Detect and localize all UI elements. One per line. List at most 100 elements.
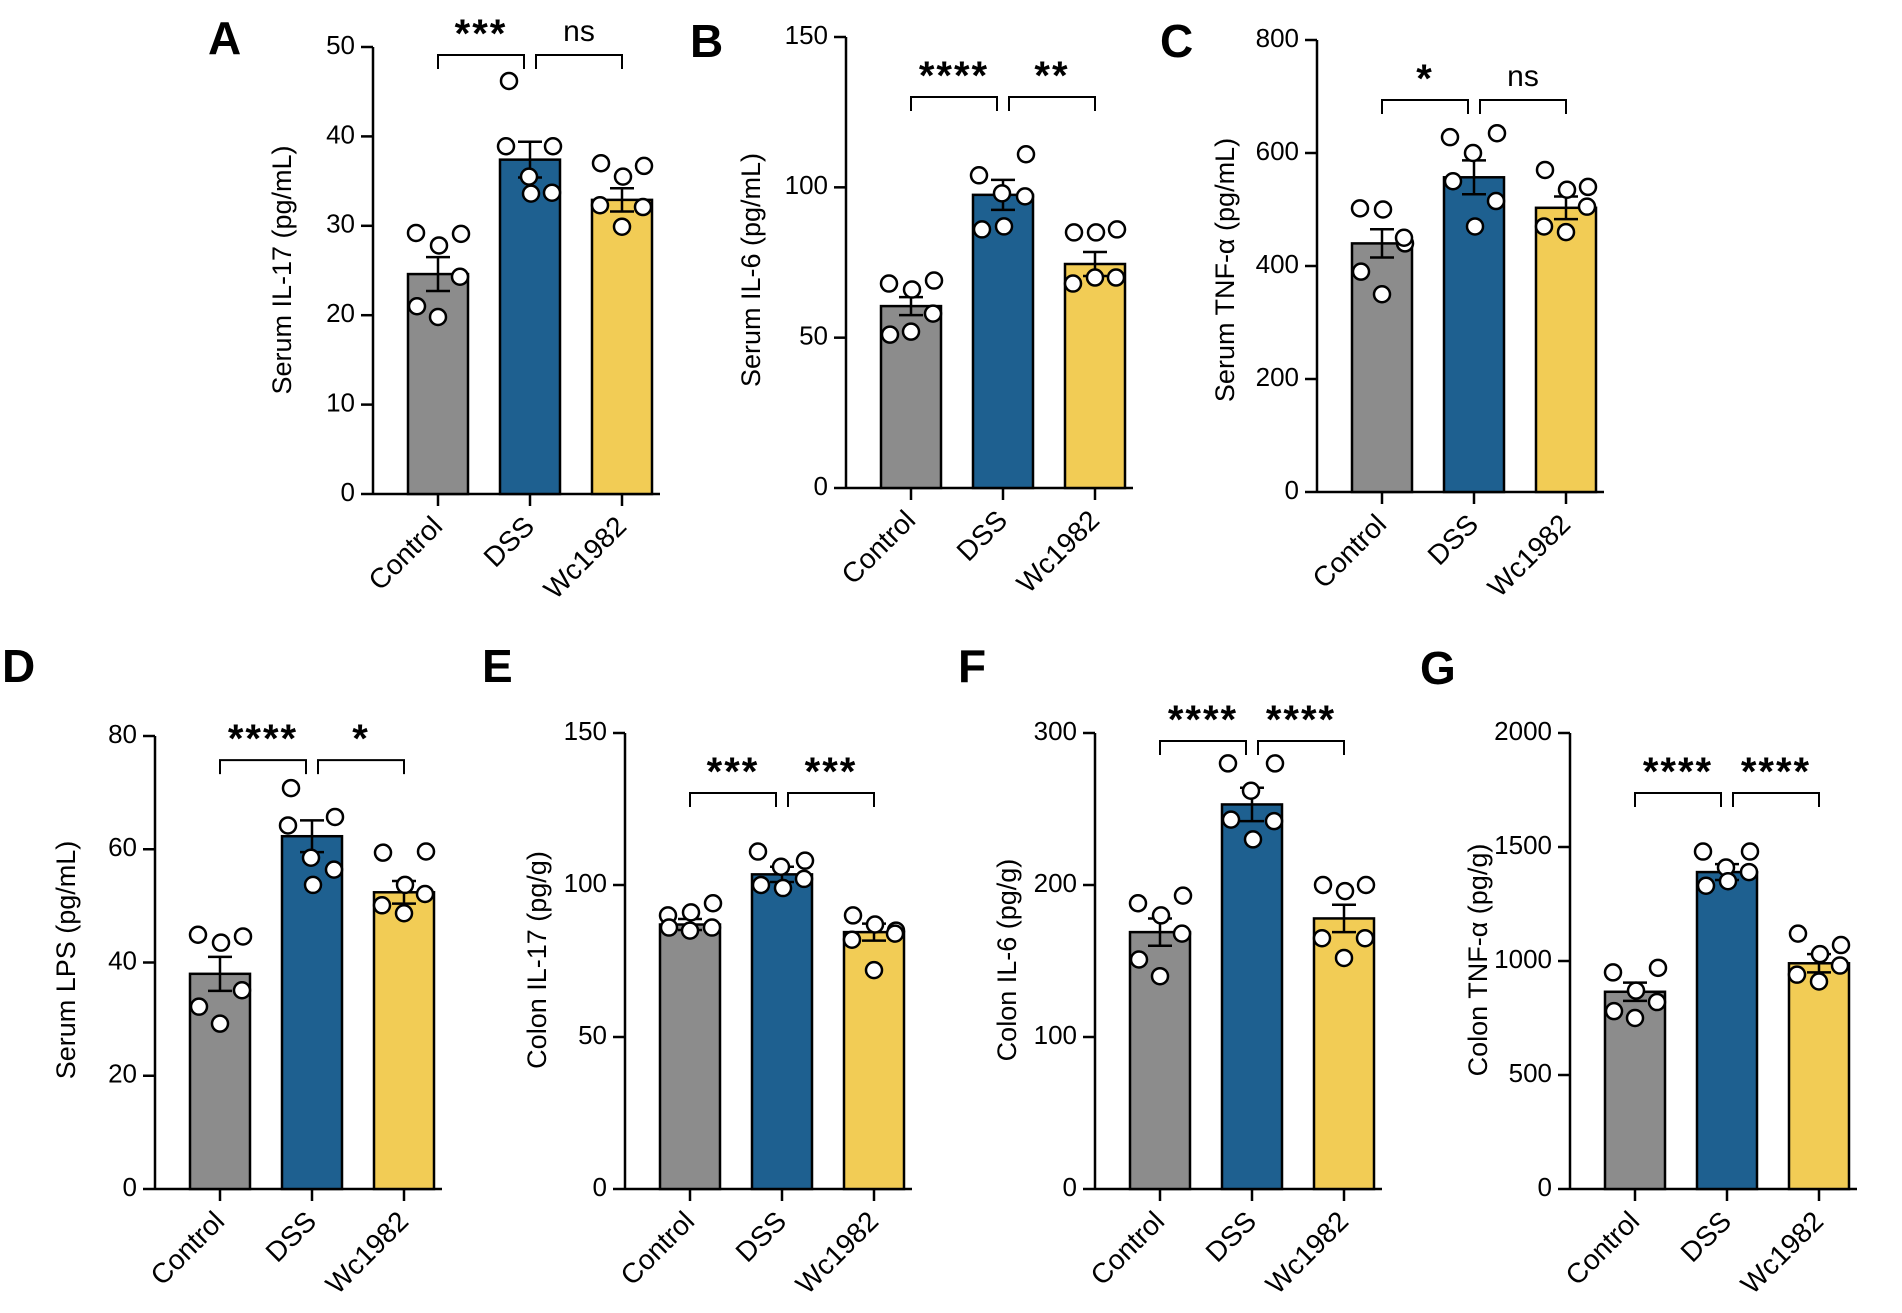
- data-point: [1604, 1001, 1624, 1021]
- panel-letter: F: [958, 640, 986, 692]
- data-point: [1487, 123, 1507, 143]
- bar-dss: [971, 193, 1035, 490]
- data-point: [1647, 992, 1667, 1012]
- bar-wc1982: [590, 198, 654, 496]
- y-axis-title: Colon IL-6 (pg/g): [992, 859, 1022, 1062]
- significance-label: ****: [1741, 750, 1811, 794]
- data-point: [1394, 228, 1414, 247]
- data-point: [992, 184, 1012, 203]
- bar-wc1982: [372, 891, 436, 1191]
- significance-label: ****: [1643, 750, 1713, 794]
- data-point: [211, 933, 231, 952]
- significance-label: ****: [228, 717, 298, 761]
- y-tick-label: 0: [1285, 475, 1299, 505]
- category-label-control: Control: [1084, 1205, 1170, 1291]
- data-point: [1443, 172, 1463, 191]
- data-point: [1151, 906, 1171, 925]
- data-point: [415, 884, 435, 904]
- data-point: [885, 924, 905, 943]
- data-point: [519, 167, 539, 186]
- data-point: [1085, 268, 1105, 287]
- data-point: [1830, 956, 1850, 975]
- data-point: [1351, 262, 1371, 281]
- category-label-control: Control: [614, 1205, 700, 1291]
- data-point: [1150, 966, 1170, 986]
- data-point: [1356, 875, 1376, 895]
- y-tick-label: 600: [1256, 136, 1299, 166]
- significance-label: ****: [919, 54, 989, 98]
- data-point: [521, 184, 541, 203]
- y-axis-title: Serum LPS (pg/mL): [51, 841, 81, 1080]
- y-tick-label: 500: [1509, 1058, 1552, 1088]
- y-tick-label: 20: [326, 298, 355, 328]
- y-tick-label: 300: [1034, 716, 1077, 746]
- data-point: [1463, 143, 1483, 163]
- y-axis-title: Serum TNF-α (pg/mL): [1210, 138, 1240, 402]
- panel-A: A 0 10 20 30 40 50 Serum IL-17 (pg/mL) Control DS…: [208, 12, 660, 605]
- y-tick-label: 0: [123, 1172, 137, 1202]
- y-tick-label: 1000: [1494, 944, 1552, 974]
- significance-bracket: [1159, 740, 1247, 755]
- y-tick-label: 40: [326, 119, 355, 149]
- data-point: [1831, 935, 1851, 955]
- data-point: [634, 156, 654, 176]
- data-point: [1350, 199, 1370, 218]
- data-point: [1241, 781, 1261, 801]
- category-label-control: Control: [362, 510, 448, 596]
- data-point: [994, 217, 1014, 236]
- data-point: [1172, 924, 1192, 943]
- significance-bracket: [689, 792, 777, 807]
- data-point: [901, 322, 921, 341]
- panel-C: C 0 200 400 600 800 Serum TNF-α (pg/mL) Control…: [1160, 15, 1604, 603]
- data-point: [1486, 191, 1506, 211]
- data-point: [496, 136, 516, 156]
- panel-letter: C: [1160, 15, 1193, 67]
- significance-bracket: [1257, 740, 1345, 755]
- data-point: [1064, 223, 1084, 242]
- data-point: [659, 918, 679, 937]
- data-point: [543, 136, 563, 156]
- bar-dss: [750, 873, 814, 1191]
- data-point: [1129, 950, 1149, 969]
- data-point: [1535, 160, 1555, 180]
- data-point: [325, 807, 345, 827]
- data-point: [407, 297, 427, 316]
- bar-dss: [1220, 803, 1284, 1191]
- data-point: [1016, 145, 1036, 164]
- data-point: [1557, 180, 1577, 199]
- y-tick-label: 0: [814, 471, 828, 501]
- category-label-control: Control: [144, 1205, 230, 1291]
- y-tick-label: 100: [1034, 1020, 1077, 1050]
- significance-label: **: [1034, 54, 1069, 98]
- category-label-dss: DSS: [260, 1205, 323, 1268]
- data-point: [1128, 893, 1148, 913]
- data-point: [1372, 285, 1392, 304]
- data-point: [1355, 928, 1375, 948]
- data-point: [1015, 187, 1035, 206]
- data-point: [1312, 928, 1332, 948]
- data-point: [879, 274, 899, 293]
- data-point: [748, 842, 768, 861]
- significance-label: ****: [1168, 698, 1238, 742]
- category-label-dss: DSS: [1200, 1205, 1263, 1268]
- panel-letter: B: [690, 15, 723, 67]
- significance-label: ns: [1507, 60, 1539, 93]
- data-point: [1603, 963, 1623, 982]
- data-point: [1373, 200, 1393, 219]
- bar-wc1982: [1534, 206, 1598, 494]
- y-tick-label: 60: [108, 832, 137, 862]
- significance-bracket: [1634, 792, 1722, 807]
- data-point: [406, 223, 426, 243]
- data-point: [416, 842, 436, 861]
- y-axis-title: Serum IL-17 (pg/mL): [267, 145, 297, 394]
- category-label-wc1982: Wc1982: [1011, 504, 1106, 599]
- data-point: [232, 980, 252, 1000]
- y-tick-label: 150: [785, 20, 828, 50]
- significance-label: ***: [455, 12, 508, 56]
- y-tick-label: 200: [1256, 362, 1299, 392]
- data-point: [843, 906, 863, 925]
- category-label-dss: DSS: [1675, 1205, 1738, 1268]
- data-point: [681, 903, 701, 922]
- data-point: [189, 997, 209, 1016]
